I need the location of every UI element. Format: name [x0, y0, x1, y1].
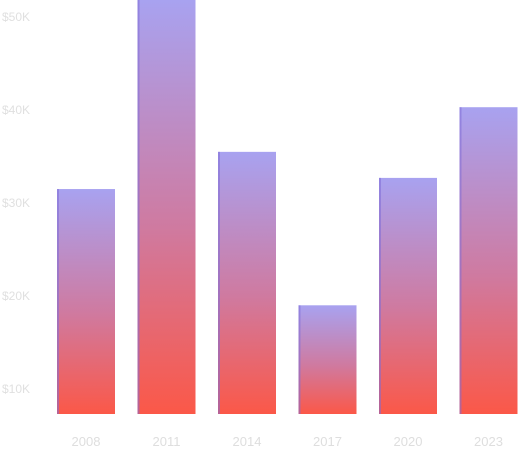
x-tick-label: 2008	[72, 434, 101, 449]
bar-edge	[298, 305, 301, 414]
bar-2023[interactable]	[459, 107, 518, 415]
x-axis: 2008 2011 2014 2017 2020 2023	[72, 434, 503, 449]
bar-2008[interactable]	[57, 189, 115, 414]
bars	[57, 0, 518, 415]
bar-2011[interactable]	[137, 0, 196, 414]
x-tick-label: 2020	[394, 434, 423, 449]
bar-2020[interactable]	[379, 177, 437, 414]
x-tick-label: 2017	[313, 434, 342, 449]
bar-edge	[379, 177, 381, 414]
bar-edge	[459, 107, 462, 415]
x-tick-label: 2023	[474, 434, 503, 449]
bar-edge	[218, 151, 220, 414]
x-tick-label: 2011	[153, 434, 181, 449]
y-tick-label: $50K	[2, 10, 30, 24]
y-tick-label: $40K	[2, 103, 30, 117]
bar-edge	[137, 0, 140, 414]
x-tick-label: 2014	[233, 434, 262, 449]
y-axis: $10K $20K $30K $40K $50K	[2, 10, 30, 396]
y-tick-label: $10K	[2, 382, 30, 396]
bar-2017[interactable]	[298, 305, 357, 414]
bar-2014[interactable]	[218, 151, 276, 414]
y-tick-label: $30K	[2, 196, 30, 210]
bar-edge	[57, 189, 59, 414]
y-tick-label: $20K	[2, 289, 30, 303]
